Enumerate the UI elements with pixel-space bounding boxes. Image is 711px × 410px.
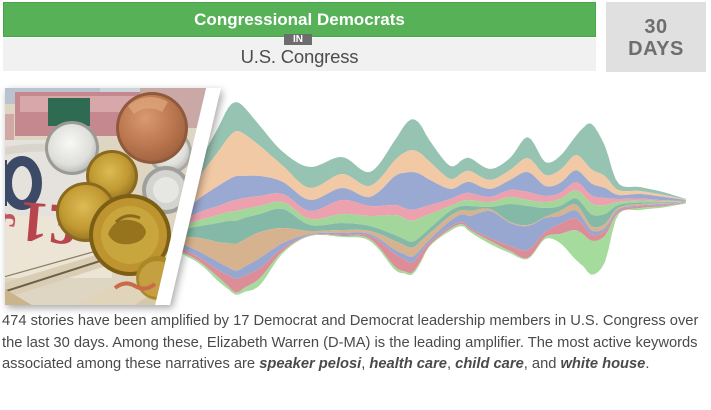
svg-text:£: £ — [0, 210, 24, 229]
